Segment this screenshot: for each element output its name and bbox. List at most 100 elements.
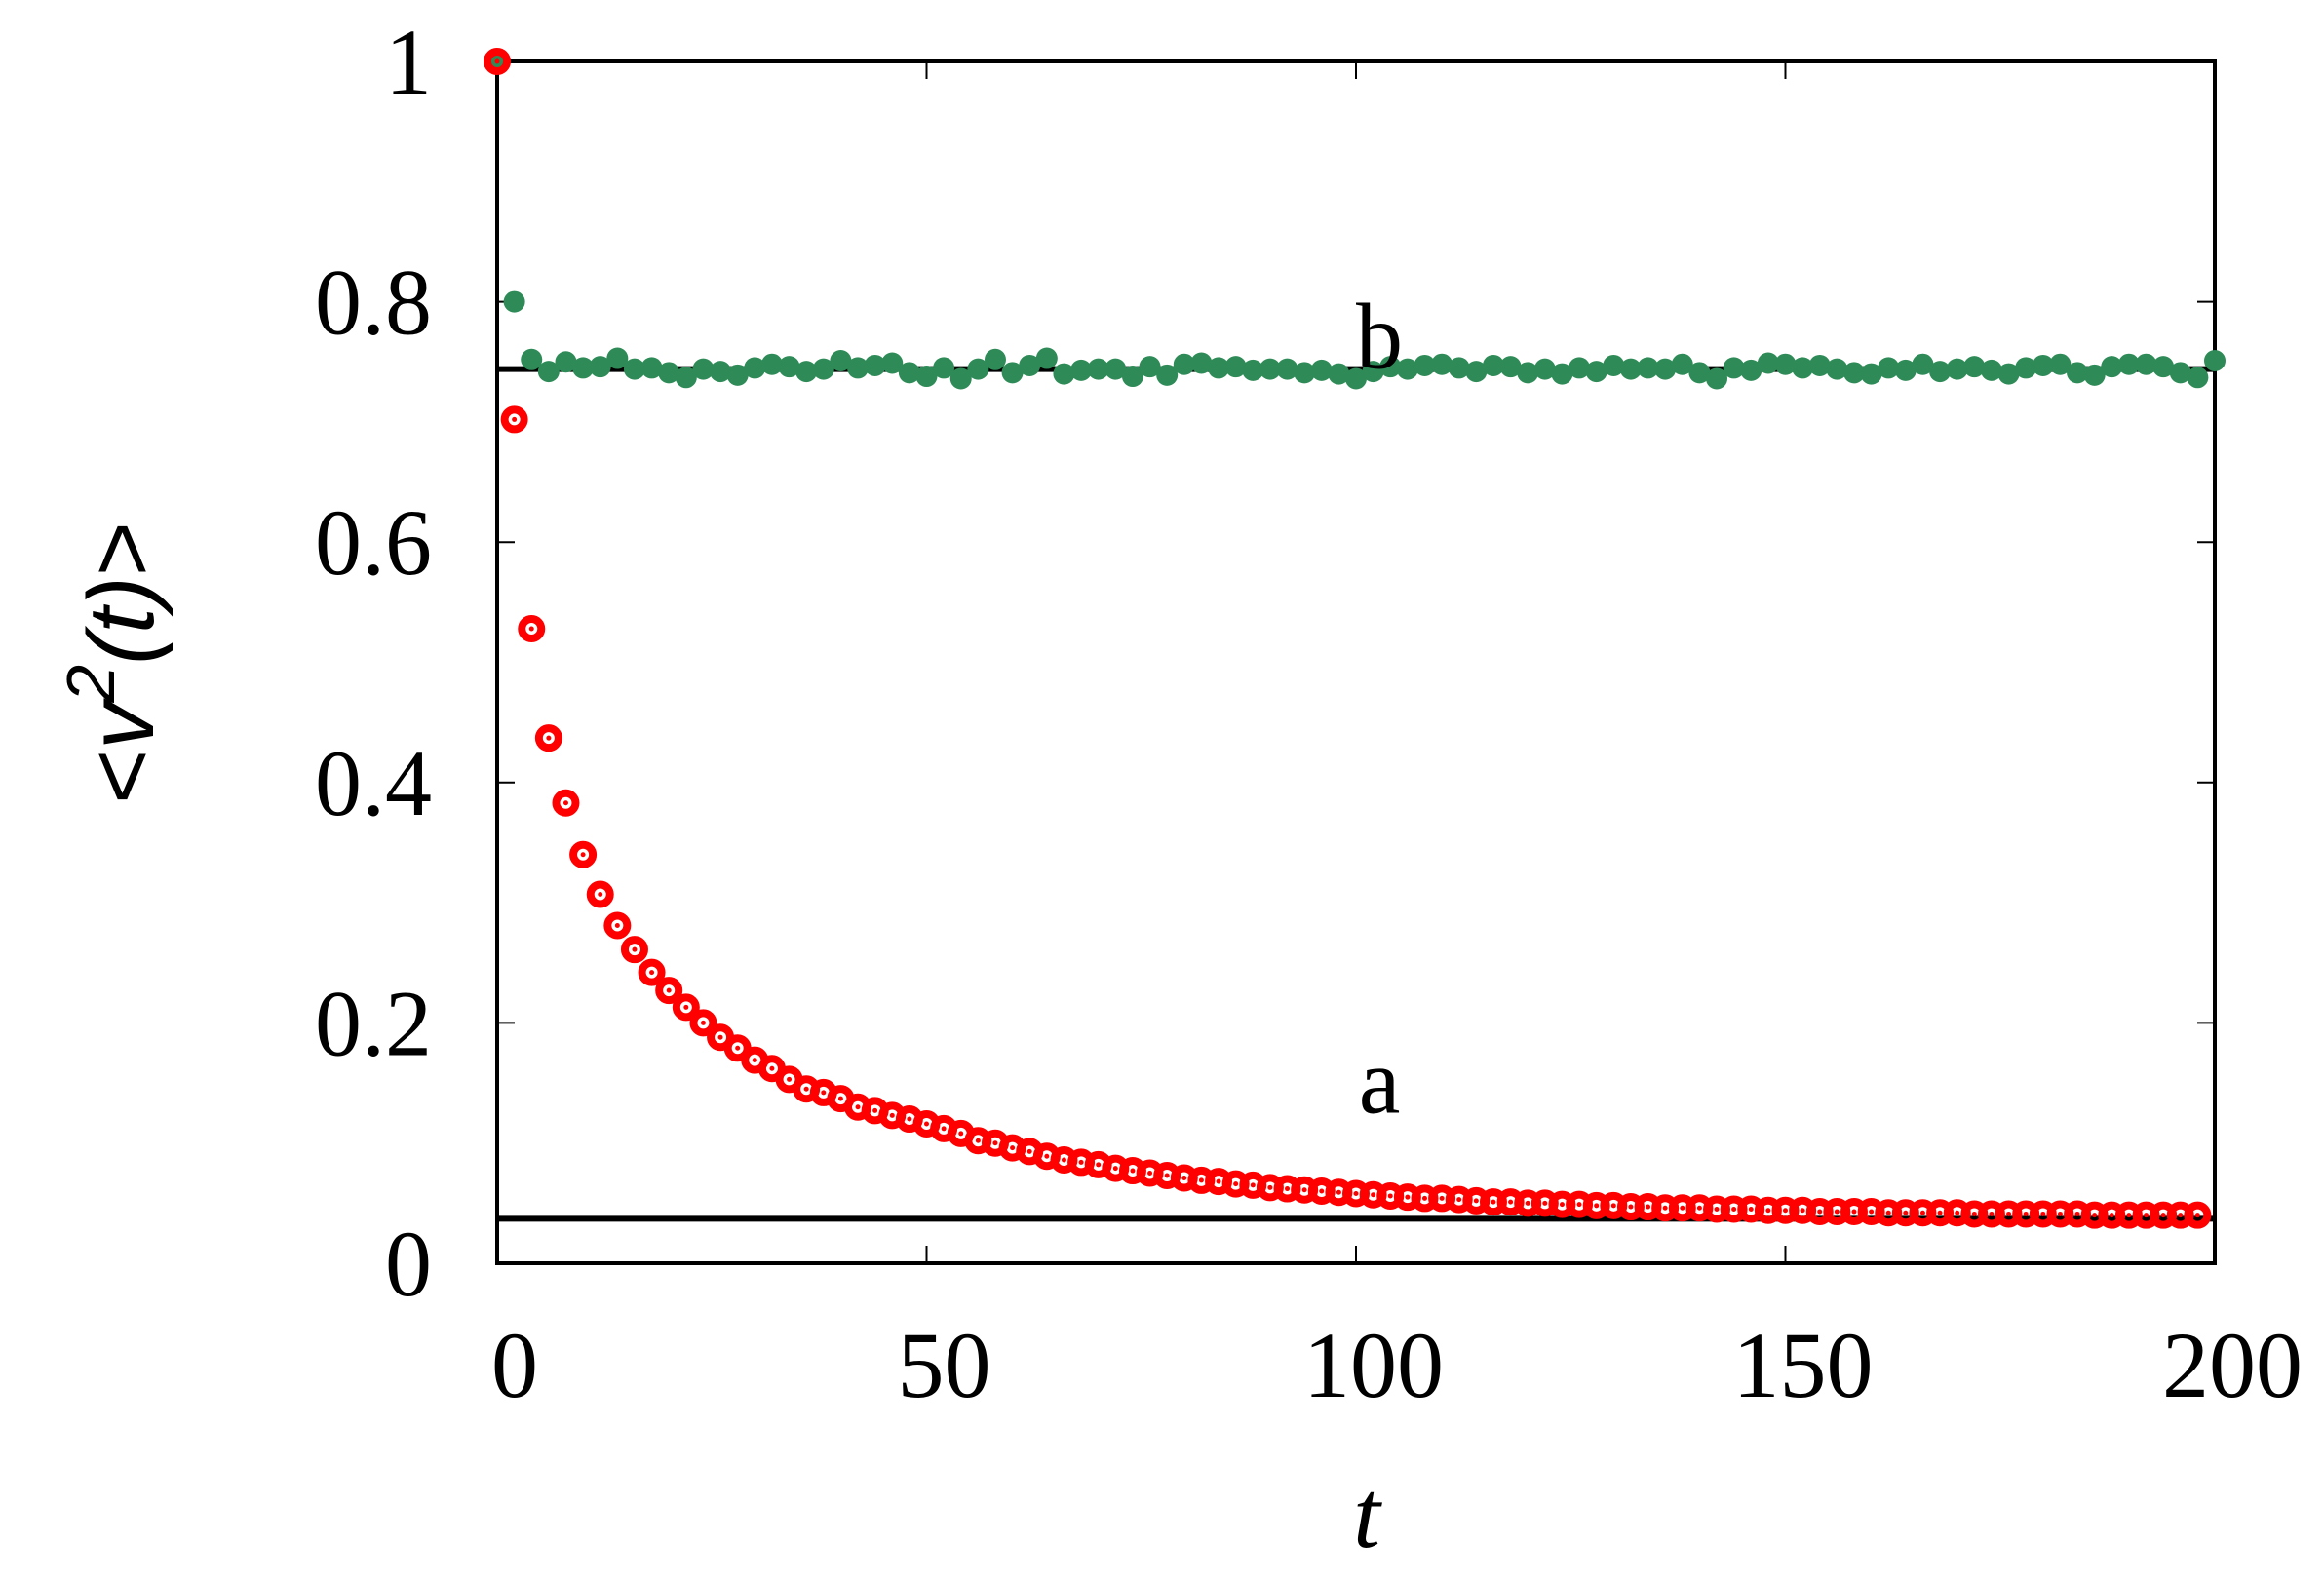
data-point xyxy=(2101,356,2123,378)
data-point xyxy=(521,348,543,370)
data-point xyxy=(984,348,1006,370)
data-point-center xyxy=(1198,1177,1204,1183)
data-point-center xyxy=(614,923,620,929)
data-point-center xyxy=(2126,1213,2132,1218)
data-point xyxy=(1414,354,1436,376)
data-point xyxy=(503,290,525,313)
data-point-center xyxy=(1421,1195,1427,1201)
data-point xyxy=(1706,367,1728,390)
data-point-center xyxy=(2092,1213,2098,1218)
data-point xyxy=(572,357,595,379)
reference-lines xyxy=(497,366,2215,1222)
data-point xyxy=(1190,352,1213,374)
data-point xyxy=(1878,357,1900,379)
data-point-center xyxy=(649,970,655,976)
data-point xyxy=(2152,356,2175,378)
data-point xyxy=(1482,354,1504,376)
data-point xyxy=(778,356,800,378)
data-point xyxy=(915,366,938,388)
data-point-center xyxy=(752,1058,757,1063)
data-point-center xyxy=(1628,1204,1634,1210)
data-point-center xyxy=(787,1076,793,1082)
data-point-center xyxy=(2144,1213,2150,1218)
data-point xyxy=(1569,357,1591,379)
data-point xyxy=(1139,356,1161,378)
data-point xyxy=(1637,357,1659,379)
data-point xyxy=(1826,358,1848,380)
data-point xyxy=(1585,361,1607,383)
data-point-center xyxy=(1731,1207,1737,1213)
curve-label-b: b xyxy=(1356,284,1403,388)
series-b-points xyxy=(486,51,2226,390)
data-point-center xyxy=(1301,1187,1307,1193)
data-point xyxy=(552,789,580,817)
data-point xyxy=(1431,353,1453,375)
data-point xyxy=(1912,353,1934,375)
data-point-center xyxy=(1989,1211,1995,1216)
y-axis-title-close: > xyxy=(69,521,174,576)
data-point xyxy=(555,351,577,373)
curve-label-a: a xyxy=(1359,1029,1401,1134)
data-point-center xyxy=(1130,1168,1136,1174)
data-point xyxy=(1294,362,1316,384)
x-tick-label: 50 xyxy=(898,1313,991,1417)
data-point xyxy=(1757,352,1779,374)
data-point xyxy=(1688,362,1711,384)
data-point xyxy=(1328,363,1350,385)
data-point-center xyxy=(1971,1211,1977,1216)
data-point xyxy=(675,367,697,389)
data-point xyxy=(710,361,732,383)
y-axis-title-var: v xyxy=(69,698,174,750)
data-point xyxy=(1792,357,1814,379)
data-point xyxy=(760,353,783,375)
data-point-center xyxy=(2160,1213,2166,1218)
data-point xyxy=(2135,353,2157,375)
data-point-center xyxy=(512,416,518,422)
data-point xyxy=(2049,353,2072,375)
data-point-center xyxy=(975,1138,981,1143)
data-point xyxy=(795,361,818,383)
data-point-center xyxy=(2040,1211,2046,1216)
data-point-center xyxy=(1044,1153,1050,1159)
data-point xyxy=(2169,362,2191,384)
data-point-center xyxy=(2006,1211,2012,1216)
data-point xyxy=(1929,361,1952,383)
data-point-center xyxy=(889,1112,895,1118)
x-axis-ticks: 0 50 100 150 200 xyxy=(491,61,2303,1417)
x-axis-title: t xyxy=(1353,1460,1382,1568)
data-point-center xyxy=(1267,1184,1273,1190)
y-axis-ticks: 0 0.2 0.4 0.6 0.8 1 xyxy=(315,10,2215,1316)
data-point-center xyxy=(1594,1203,1600,1209)
data-point-center xyxy=(683,1004,689,1010)
data-point xyxy=(1208,357,1230,379)
data-point xyxy=(1499,356,1522,378)
data-point-center xyxy=(1834,1209,1840,1215)
data-point xyxy=(723,1034,752,1062)
y-tick-label: 0 xyxy=(385,1212,432,1316)
data-point-center xyxy=(717,1034,723,1040)
data-point-center xyxy=(992,1140,998,1146)
data-point-center xyxy=(1096,1162,1102,1168)
data-point-center xyxy=(1439,1195,1445,1201)
data-point-center xyxy=(1112,1166,1118,1172)
data-point xyxy=(2083,364,2106,386)
data-point-center xyxy=(1353,1190,1359,1196)
data-point-center xyxy=(1714,1207,1720,1213)
data-point-center xyxy=(1491,1199,1496,1205)
data-point xyxy=(864,354,886,376)
data-point xyxy=(1001,362,1024,384)
series-a-points xyxy=(484,48,2212,1229)
data-point xyxy=(589,356,611,378)
data-point-center xyxy=(1610,1203,1616,1209)
y-tick-label: 0.2 xyxy=(315,971,432,1075)
y-tick-label: 0.6 xyxy=(315,490,432,595)
data-point xyxy=(1894,359,1917,381)
y-tick-label: 1 xyxy=(385,10,432,114)
data-point xyxy=(1259,358,1281,380)
data-point-center xyxy=(1885,1210,1891,1215)
data-point xyxy=(518,614,546,642)
data-point xyxy=(1310,359,1333,381)
data-point-center xyxy=(1371,1192,1376,1198)
data-point-center xyxy=(1851,1209,1857,1215)
data-point-center xyxy=(1525,1200,1530,1206)
